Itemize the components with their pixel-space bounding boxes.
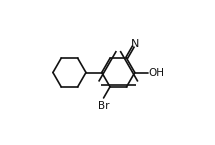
- Text: N: N: [131, 39, 139, 49]
- Text: Br: Br: [98, 100, 110, 110]
- Text: OH: OH: [149, 68, 164, 77]
